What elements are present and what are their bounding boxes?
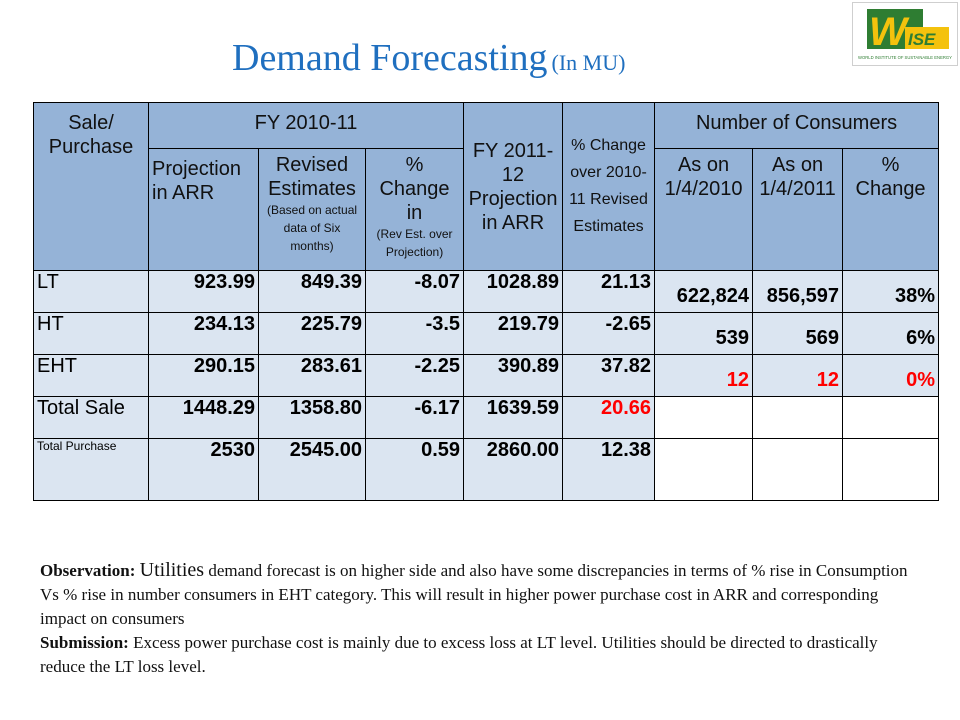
header-as-on-2010: As on 1/4/2010 [654,148,754,271]
cell-consumers-2011: 856,597 [752,270,844,313]
header-sale-purchase: Sale/ Purchase [33,102,149,271]
cell-change: -2.25 [364,354,465,397]
row-label: HT [33,312,149,355]
cell-projection: 234.13 [148,312,259,355]
header-revised-estimates-note: (Based on actual data of Six months) [266,203,358,253]
notes-block: Observation: Utilities demand forecast i… [40,558,920,679]
submission-label: Submission: [40,633,129,652]
header-pct-change-in: % Change in (Rev Est. over Projection) [364,148,465,271]
cell-consumers-2010: 622,824 [654,270,754,313]
header-projection-arr: Projection in ARR [148,148,259,271]
cell-empty [842,438,940,501]
observation-text: demand forecast is on higher side and al… [40,561,908,628]
cell-consumers-2011: 569 [752,312,844,355]
cell-change: 0.59 [364,438,465,501]
observation-word: Utilities [139,559,205,581]
cell-consumers-2011: 12 [752,354,844,397]
header-revised-estimates-label: Revised Estimates [268,154,356,200]
page-title: Demand Forecasting (In MU) [232,36,625,80]
header-pct-change-over: % Change over 2010-11 Revised Estimates [562,102,656,271]
cell-projection: 1448.29 [148,396,259,439]
header-pct-change: % Change [842,148,940,271]
cell-empty [752,396,844,439]
cell-empty [752,438,844,501]
cell-consumers-2010: 539 [654,312,754,355]
header-fy-2011-12: FY 2011-12 Projection in ARR [463,102,564,271]
header-pct-change-over-a: % Change [571,137,646,154]
cell-consumers-2010: 12 [654,354,754,397]
cell-empty [654,396,754,439]
cell-revised: 283.61 [258,354,366,397]
cell-projection: 290.15 [148,354,259,397]
cell-consumers-change: 0% [842,354,940,397]
logo-tagline: WORLD INSTITUTE OF SUSTAINABLE ENERGY [858,55,952,60]
table-row: Total Sale 1448.29 1358.80 -6.17 1639.59… [33,396,940,439]
cell-fy12: 219.79 [463,312,564,355]
observation-label: Observation: [40,561,136,580]
row-label: Total Sale [33,396,149,439]
table-row: HT 234.13 225.79 -3.5 219.79 -2.65 539 5… [33,312,940,355]
logo-ise: ISE [908,30,936,49]
cell-revised: 1358.80 [258,396,366,439]
demand-forecast-table: Sale/ Purchase FY 2010-11 FY 2011-12 Pro… [33,102,940,501]
observation-paragraph: Observation: Utilities demand forecast i… [40,558,920,631]
title-main: Demand Forecasting [232,37,548,79]
cell-change: -3.5 [364,312,465,355]
row-label: LT [33,270,149,313]
cell-fy12: 1028.89 [463,270,564,313]
cell-revised: 2545.00 [258,438,366,501]
submission-text: Excess power purchase cost is mainly due… [40,633,878,676]
cell-over: 20.66 [562,396,656,439]
submission-paragraph: Submission: Excess power purchase cost i… [40,631,920,679]
cell-revised: 849.39 [258,270,366,313]
table-row: LT 923.99 849.39 -8.07 1028.89 21.13 622… [33,270,940,313]
header-fy-2010-11: FY 2010-11 [147,102,465,149]
row-label: EHT [33,354,149,397]
cell-change: -8.07 [364,270,465,313]
cell-fy12: 2860.00 [463,438,564,501]
cell-consumers-change: 6% [842,312,940,355]
cell-projection: 923.99 [148,270,259,313]
cell-fy12: 390.89 [463,354,564,397]
cell-consumers-change: 38% [842,270,940,313]
title-unit: (In MU) [551,50,626,75]
cell-over: 37.82 [562,354,656,397]
header-number-of-consumers: Number of Consumers [654,102,940,149]
header-pct-change-over-b: over 2010-11 Revised Estimates [569,164,648,235]
table-row: Total Purchase 2530 2545.00 0.59 2860.00… [33,438,940,501]
header-revised-estimates: Revised Estimates (Based on actual data … [258,148,366,271]
cell-change: -6.17 [364,396,465,439]
cell-over: 21.13 [562,270,656,313]
cell-over: -2.65 [562,312,656,355]
cell-empty [842,396,940,439]
cell-empty [654,438,754,501]
header-as-on-2011: As on 1/4/2011 [752,148,844,271]
cell-revised: 225.79 [258,312,366,355]
cell-fy12: 1639.59 [463,396,564,439]
cell-projection: 2530 [148,438,259,501]
table-row: EHT 290.15 283.61 -2.25 390.89 37.82 12 … [33,354,940,397]
header-pct-change-in-note: (Rev Est. over Projection) [376,227,453,259]
header-pct-change-in-label: % Change in [379,154,450,224]
logo-w: W [869,10,910,54]
wise-logo: W ISE WORLD INSTITUTE OF SUSTAINABLE ENE… [852,2,958,66]
cell-over: 12.38 [562,438,656,501]
row-label: Total Purchase [33,438,149,501]
